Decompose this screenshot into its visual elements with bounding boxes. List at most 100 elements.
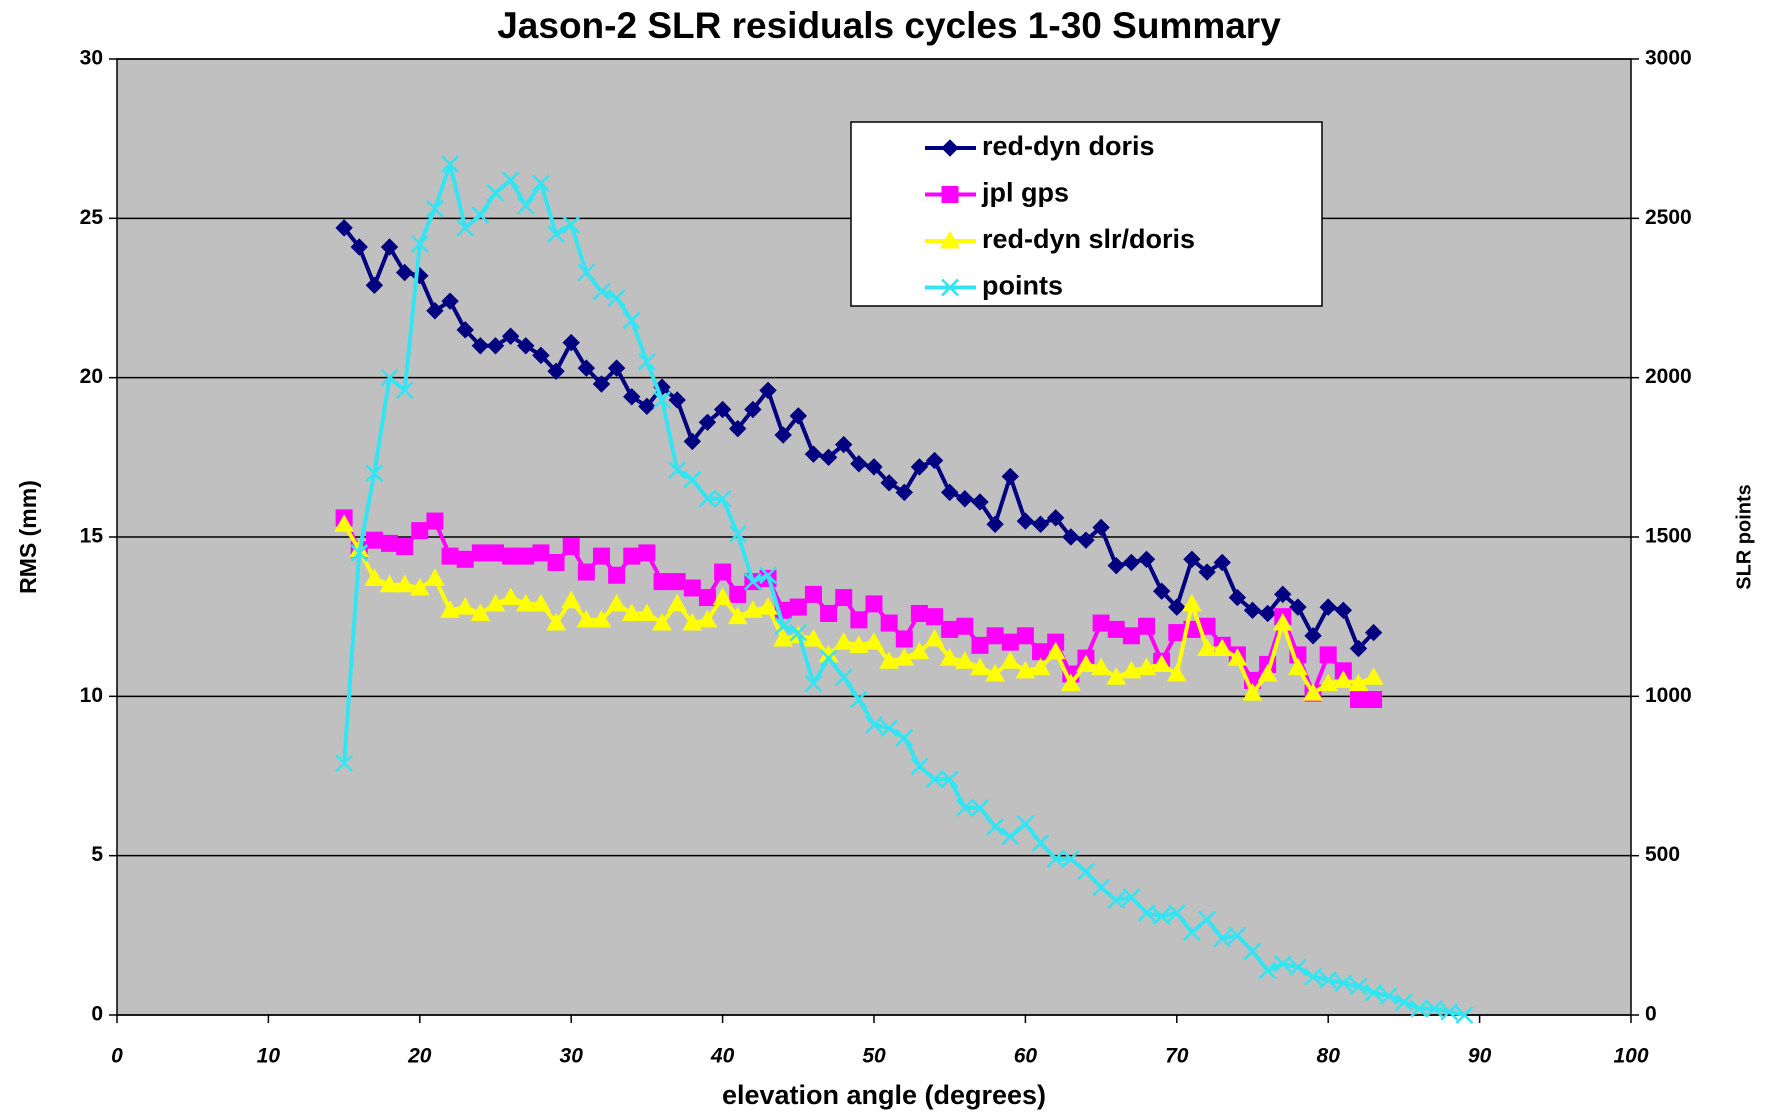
marker — [471, 337, 490, 355]
marker — [713, 489, 732, 508]
marker — [865, 595, 883, 613]
marker — [441, 547, 459, 565]
marker — [1001, 827, 1020, 846]
legend-marker — [941, 139, 959, 157]
x-tick-label: 60 — [1014, 1045, 1038, 1068]
marker — [1182, 593, 1202, 612]
marker — [954, 651, 975, 669]
marker — [621, 603, 642, 621]
marker — [1137, 904, 1156, 922]
marker — [1092, 614, 1110, 632]
x-tick-label: 30 — [560, 1045, 584, 1068]
marker — [1333, 670, 1354, 688]
marker — [394, 574, 415, 593]
y-tick-label: 0 — [91, 1003, 103, 1026]
marker — [940, 483, 959, 502]
marker — [441, 155, 459, 174]
marker — [1060, 673, 1081, 692]
marker — [532, 544, 550, 562]
marker — [1001, 633, 1019, 651]
marker — [729, 585, 747, 603]
marker — [1272, 613, 1293, 631]
marker — [1032, 643, 1050, 661]
marker — [925, 770, 944, 789]
marker — [517, 337, 535, 355]
marker — [1303, 683, 1323, 701]
marker — [682, 613, 703, 631]
y2-tick-label: 0 — [1645, 1003, 1657, 1026]
marker — [1001, 467, 1019, 486]
marker — [1364, 983, 1383, 1002]
y-tick-label: 30 — [80, 47, 103, 70]
marker — [516, 196, 535, 215]
marker — [773, 628, 794, 647]
marker — [486, 337, 505, 355]
y2-tick-label: 500 — [1645, 843, 1680, 866]
marker — [365, 276, 384, 294]
marker — [410, 234, 429, 253]
marker — [637, 603, 657, 621]
marker — [1273, 955, 1292, 973]
marker — [835, 435, 853, 454]
marker — [1228, 926, 1247, 945]
marker — [833, 632, 854, 650]
marker — [1046, 509, 1065, 527]
marker — [1077, 862, 1095, 881]
marker — [1000, 651, 1021, 669]
marker — [607, 289, 626, 307]
y2-axis-title: SLR points — [1733, 484, 1755, 590]
legend-marker — [940, 230, 960, 249]
marker — [1258, 961, 1277, 980]
y2-tick-label: 2500 — [1645, 206, 1692, 229]
marker — [1121, 660, 1142, 679]
marker — [622, 311, 641, 330]
marker — [547, 362, 565, 381]
marker — [607, 359, 626, 377]
marker — [1455, 1006, 1474, 1024]
marker — [880, 474, 898, 492]
marker — [743, 572, 762, 591]
marker — [1410, 999, 1428, 1018]
marker — [1122, 888, 1141, 906]
marker — [895, 630, 913, 648]
marker — [1379, 986, 1398, 1005]
marker — [1319, 598, 1337, 616]
marker — [1136, 657, 1157, 676]
marker — [515, 593, 536, 612]
marker — [759, 566, 777, 585]
marker — [350, 544, 369, 562]
marker — [970, 657, 990, 676]
marker — [1319, 646, 1337, 664]
marker — [379, 574, 400, 593]
marker — [562, 215, 581, 234]
marker — [638, 397, 656, 416]
marker — [623, 547, 641, 565]
y-tick-label: 25 — [80, 206, 104, 229]
marker — [456, 550, 474, 568]
y-tick-label: 20 — [80, 365, 103, 388]
marker — [335, 754, 353, 773]
marker — [1107, 891, 1126, 910]
marker — [939, 648, 960, 666]
marker — [758, 597, 778, 615]
marker — [1076, 654, 1096, 672]
marker — [667, 593, 688, 612]
marker — [1227, 648, 1248, 666]
marker — [714, 563, 732, 581]
marker — [743, 600, 763, 618]
marker — [668, 461, 687, 479]
marker — [803, 628, 824, 647]
marker — [1365, 691, 1383, 709]
marker — [1183, 550, 1201, 569]
marker — [456, 321, 474, 339]
marker — [1061, 849, 1080, 868]
marker — [411, 522, 429, 540]
marker — [926, 608, 944, 626]
marker — [820, 604, 838, 622]
marker — [986, 818, 1005, 836]
y2-tick-label: 3000 — [1645, 47, 1692, 70]
marker — [1274, 585, 1292, 604]
marker — [909, 641, 930, 660]
marker — [683, 432, 702, 451]
legend-label: jpl gps — [981, 178, 1069, 208]
